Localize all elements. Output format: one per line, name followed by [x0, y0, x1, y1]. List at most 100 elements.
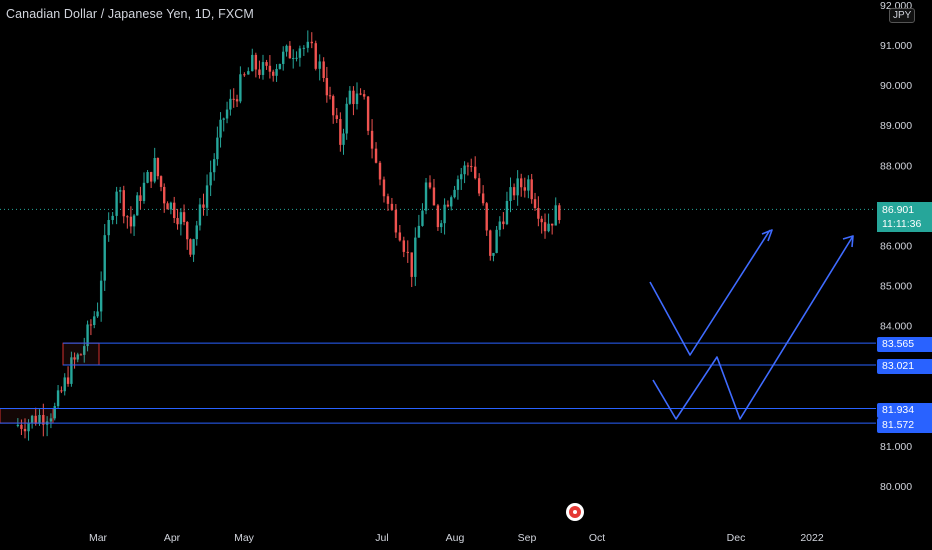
candle-body [530, 179, 533, 200]
candle-body [527, 179, 530, 191]
candle-body [235, 99, 239, 102]
candle-body [421, 210, 424, 226]
candle-body [460, 174, 463, 180]
candle-body [295, 57, 298, 59]
candle-body [275, 68, 278, 76]
candle-body [27, 422, 30, 432]
candle-body [466, 165, 470, 167]
level-tag-83565[interactable]: 83.565 [877, 337, 932, 352]
candle-body [302, 47, 306, 49]
candle-body [554, 205, 557, 226]
candle-body [533, 199, 537, 209]
candle-body [489, 230, 492, 256]
candle-body [163, 186, 166, 204]
candle-body [417, 225, 421, 238]
candle-body [543, 222, 547, 232]
candle-body [298, 48, 302, 58]
economic-event-icon[interactable] [566, 503, 584, 521]
price-axis[interactable]: 92.000 91.000 90.000 89.000 88.000 86.000 85.0… [880, 0, 912, 493]
candle-body [16, 424, 20, 426]
chart-title: Canadian Dollar / Japanese Yen, 1D, FXCM [6, 7, 254, 21]
candle-body [232, 98, 235, 100]
candle-body [406, 251, 409, 253]
candle-body [53, 406, 56, 419]
time-tick: Mar [89, 532, 108, 544]
candle-body [345, 103, 348, 134]
candle-body [103, 235, 106, 281]
candle-body [56, 390, 60, 407]
candle-body [440, 223, 443, 228]
candle-body [70, 357, 73, 384]
candle-body [306, 41, 310, 48]
price-tick: 91.000 [880, 40, 912, 52]
candle-body [42, 414, 45, 425]
candle-body [179, 212, 183, 225]
time-axis[interactable]: Mar Apr May Jul Aug Sep Oct Dec 2022 [89, 532, 824, 544]
time-tick: Oct [589, 532, 605, 544]
candle-body [186, 222, 189, 240]
projection-arrowhead-upper [761, 229, 773, 242]
time-tick: Apr [164, 532, 181, 544]
projection-path-lower [652, 235, 854, 420]
candle-body [481, 193, 485, 204]
level-tag-81572[interactable]: 81.572 [877, 418, 932, 433]
candle-body [443, 204, 446, 224]
currency-badge[interactable]: JPY [889, 8, 916, 23]
candle-body [523, 187, 526, 191]
candle-body [402, 240, 406, 252]
candle-body [38, 414, 41, 424]
candle-body [382, 179, 386, 197]
candle-body [89, 324, 93, 326]
candle-body [247, 71, 250, 75]
candle-body [239, 74, 242, 102]
candle-body [450, 197, 453, 207]
candle-body [205, 185, 209, 208]
candle-body [129, 216, 133, 227]
candle-body [213, 159, 216, 173]
candle-body [268, 65, 272, 72]
price-tick: 80.000 [880, 481, 912, 493]
candle-body [414, 237, 417, 277]
candle-body [216, 137, 219, 160]
last-price-value: 86.901 [882, 204, 915, 216]
candle-body [328, 95, 332, 97]
candle-body [370, 130, 374, 149]
candle-body [325, 78, 329, 96]
candlestick-series [16, 30, 561, 441]
candle-body [366, 96, 370, 131]
candle-body [261, 62, 265, 75]
candle-body [310, 41, 313, 44]
time-tick: May [234, 532, 255, 544]
candle-body [288, 45, 292, 59]
candle-body [209, 172, 212, 186]
candle-body [428, 182, 432, 188]
candle-body [149, 172, 153, 182]
time-tick: Dec [727, 532, 746, 544]
price-tick: 92.000 [880, 0, 912, 12]
candle-body [537, 208, 540, 219]
candle-body [505, 200, 509, 225]
candle-body [173, 202, 176, 219]
candle-body [166, 203, 169, 210]
candle-body [558, 205, 561, 221]
projection-drawings[interactable] [649, 229, 854, 420]
price-tick: 88.000 [880, 160, 912, 172]
candle-body [23, 428, 27, 432]
candle-body [318, 61, 321, 69]
candle-body [547, 223, 550, 232]
candle-body [219, 119, 222, 138]
candle-body [322, 61, 325, 79]
candle-body [477, 178, 481, 194]
time-tick: Jul [375, 532, 388, 544]
candle-body [182, 212, 186, 223]
support-zone-boxes [0, 342, 100, 424]
candle-body [254, 54, 258, 70]
level-tag-81934[interactable]: 81.934 [877, 403, 932, 418]
candle-body [222, 118, 225, 120]
horizontal-level-lines[interactable] [0, 342, 876, 424]
price-tick: 84.000 [880, 321, 912, 333]
candle-body [352, 90, 355, 105]
level-tag-83021[interactable]: 83.021 [877, 359, 932, 374]
candle-body [93, 316, 96, 325]
